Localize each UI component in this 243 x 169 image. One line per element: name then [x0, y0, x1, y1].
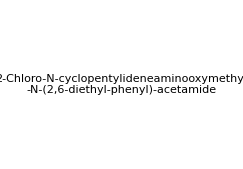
Text: 2-Chloro-N-cyclopentylideneaminooxymethyl
-N-(2,6-diethyl-phenyl)-acetamide: 2-Chloro-N-cyclopentylideneaminooxymethy… — [0, 74, 243, 95]
